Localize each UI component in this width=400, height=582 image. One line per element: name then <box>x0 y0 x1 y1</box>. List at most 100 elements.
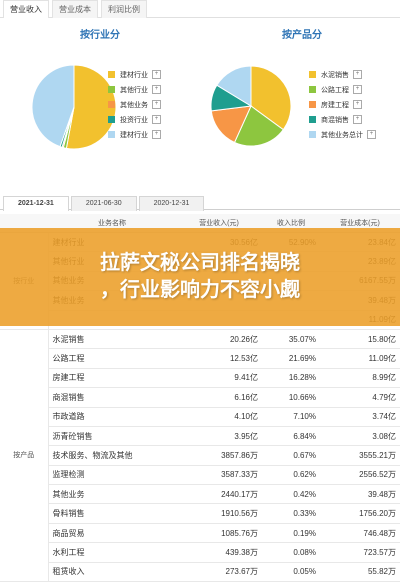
cell-business-name: 商品贸易 <box>48 523 176 544</box>
cell-revenue: 3.95亿 <box>176 426 262 447</box>
legend-item[interactable]: 建材行业 + <box>108 127 161 142</box>
legend-swatch <box>309 101 316 108</box>
left-pie-chart <box>10 40 200 190</box>
tab-cost[interactable]: 营业成本 <box>52 0 98 18</box>
legend-label: 水泥销售 <box>321 71 349 79</box>
legend-swatch <box>108 131 115 138</box>
cell-cost: 746.48万 <box>320 523 400 544</box>
tab-profit-ratio[interactable]: 利润比例 <box>101 0 147 18</box>
expand-icon[interactable]: + <box>353 70 362 79</box>
legend-item[interactable]: 投资行业 + <box>108 112 161 127</box>
table-row[interactable]: 技术服务、物流及其他 3857.86万 0.67% 3555.21万 <box>0 445 400 466</box>
cell-ratio: 35.07% <box>262 329 320 350</box>
legend-swatch <box>108 86 115 93</box>
tab-date-2021-06-30[interactable]: 2021-06-30 <box>70 196 137 211</box>
cell-ratio: 6.84% <box>262 426 320 447</box>
cell-business-name: 公路工程 <box>48 348 176 369</box>
cell-revenue: 2440.17万 <box>176 484 262 505</box>
expand-icon[interactable]: + <box>152 100 161 109</box>
cell-cost: 4.79亿 <box>320 387 400 408</box>
table-row[interactable]: 沥青砼销售 3.95亿 6.84% 3.08亿 <box>0 426 400 447</box>
headline-line-1: 拉萨文秘公司排名揭晓 <box>100 252 300 274</box>
legend-item[interactable]: 建材行业 + <box>108 67 161 82</box>
cell-ratio: 10.66% <box>262 387 320 408</box>
cell-ratio: 0.19% <box>262 523 320 544</box>
expand-icon[interactable]: + <box>353 85 362 94</box>
tab-revenue[interactable]: 营业收入 <box>3 0 49 18</box>
expand-icon[interactable]: + <box>152 70 161 79</box>
cell-cost: 3.08亿 <box>320 426 400 447</box>
top-tabs: 营业收入 营业成本 利润比例 <box>0 0 400 18</box>
cell-revenue: 1910.56万 <box>176 503 262 524</box>
cell-cost: 39.48万 <box>320 484 400 505</box>
legend-swatch <box>309 86 316 93</box>
legend-item[interactable]: 公路工程 + <box>309 82 376 97</box>
expand-icon[interactable]: + <box>152 115 161 124</box>
table-row[interactable]: 房建工程 9.41亿 16.28% 8.99亿 <box>0 368 400 389</box>
legend-swatch <box>309 71 316 78</box>
cell-cost: 8.99亿 <box>320 368 400 389</box>
table-row[interactable]: 商品贸易 1085.76万 0.19% 746.48万 <box>0 523 400 544</box>
group-label-product: 按产品 <box>0 329 49 582</box>
table-row[interactable]: 骨料销售 1910.56万 0.33% 1756.20万 <box>0 503 400 524</box>
legend-swatch <box>309 116 316 123</box>
cell-business-name: 水泥销售 <box>48 329 176 350</box>
cell-cost: 55.82万 <box>320 562 400 582</box>
legend-label: 其他行业 <box>120 86 148 94</box>
cell-revenue: 4.10亿 <box>176 407 262 427</box>
legend-item[interactable]: 房建工程 + <box>309 97 376 112</box>
table-row[interactable]: 其他业务 2440.17万 0.42% 39.48万 <box>0 484 400 505</box>
legend-item[interactable]: 其他行业 + <box>108 82 161 97</box>
table-row[interactable]: 租赁收入 273.67万 0.05% 55.82万 <box>0 562 400 582</box>
table-row[interactable]: 水利工程 439.38万 0.08% 723.57万 <box>0 542 400 563</box>
tab-date-2020-12-31[interactable]: 2020-12-31 <box>138 196 205 211</box>
expand-icon[interactable]: + <box>152 85 161 94</box>
table-row[interactable]: 商混销售 6.16亿 10.66% 4.79亿 <box>0 387 400 408</box>
expand-icon[interactable]: + <box>367 130 376 139</box>
cell-ratio: 0.42% <box>262 484 320 505</box>
tab-date-2021-12-31[interactable]: 2021-12-31 <box>3 196 69 211</box>
right-pie-svg <box>210 65 292 147</box>
cell-business-name: 技术服务、物流及其他 <box>48 445 176 466</box>
pie-slice[interactable] <box>216 65 252 107</box>
cell-ratio: 0.33% <box>262 503 320 524</box>
date-tabs: 2021-12-31 2021-06-30 2020-12-31 <box>0 196 400 211</box>
table-row[interactable]: 按产品 水泥销售 20.26亿 35.07% 15.80亿 <box>0 329 400 582</box>
legend-label: 公路工程 <box>321 86 349 94</box>
cell-business-name: 骨料销售 <box>48 503 176 524</box>
legend-item[interactable]: 水泥销售 + <box>309 67 376 82</box>
legend-item[interactable]: 商混销售 + <box>309 112 376 127</box>
expand-icon[interactable]: + <box>353 115 362 124</box>
table-row[interactable]: 监理检测 3587.33万 0.62% 2556.52万 <box>0 465 400 486</box>
left-panel-title: 按行业分 <box>80 30 120 41</box>
legend-label: 商混销售 <box>321 116 349 124</box>
cell-business-name: 其他业务 <box>48 484 176 505</box>
cell-cost: 723.57万 <box>320 542 400 563</box>
cell-cost: 1756.20万 <box>320 503 400 524</box>
expand-icon[interactable]: + <box>152 130 161 139</box>
legend-label: 建材行业 <box>120 131 148 139</box>
right-legend: 水泥销售 + 公路工程 + 房建工程 + 商混销售 + 其他业务总计 + <box>309 67 376 142</box>
legend-item[interactable]: 其他业务 + <box>108 97 161 112</box>
cell-ratio: 21.69% <box>262 348 320 369</box>
right-panel-title: 按产品分 <box>282 30 322 41</box>
table-row[interactable]: 市政道路 4.10亿 7.10% 3.74亿 <box>0 407 400 427</box>
cell-revenue: 20.26亿 <box>176 329 262 350</box>
legend-item[interactable]: 其他业务总计 + <box>309 127 376 142</box>
expand-icon[interactable]: + <box>353 100 362 109</box>
legend-label: 其他业务 <box>120 101 148 109</box>
pie-slice[interactable] <box>250 65 292 131</box>
cell-revenue: 12.53亿 <box>176 348 262 369</box>
cell-ratio: 16.28% <box>262 368 320 389</box>
cell-ratio: 7.10% <box>262 407 320 427</box>
pie-slice[interactable] <box>65 64 117 150</box>
cell-business-name: 监理检测 <box>48 465 176 486</box>
cell-revenue: 3857.86万 <box>176 445 262 466</box>
legend-swatch <box>309 131 316 138</box>
left-legend: 建材行业 + 其他行业 + 其他业务 + 投资行业 + 建材行业 + <box>108 67 161 142</box>
pie-slice[interactable] <box>31 64 75 148</box>
table-row[interactable]: 公路工程 12.53亿 21.69% 11.09亿 <box>0 348 400 369</box>
legend-label: 投资行业 <box>120 116 148 124</box>
cell-ratio: 0.05% <box>262 562 320 582</box>
cell-revenue: 273.67万 <box>176 562 262 582</box>
